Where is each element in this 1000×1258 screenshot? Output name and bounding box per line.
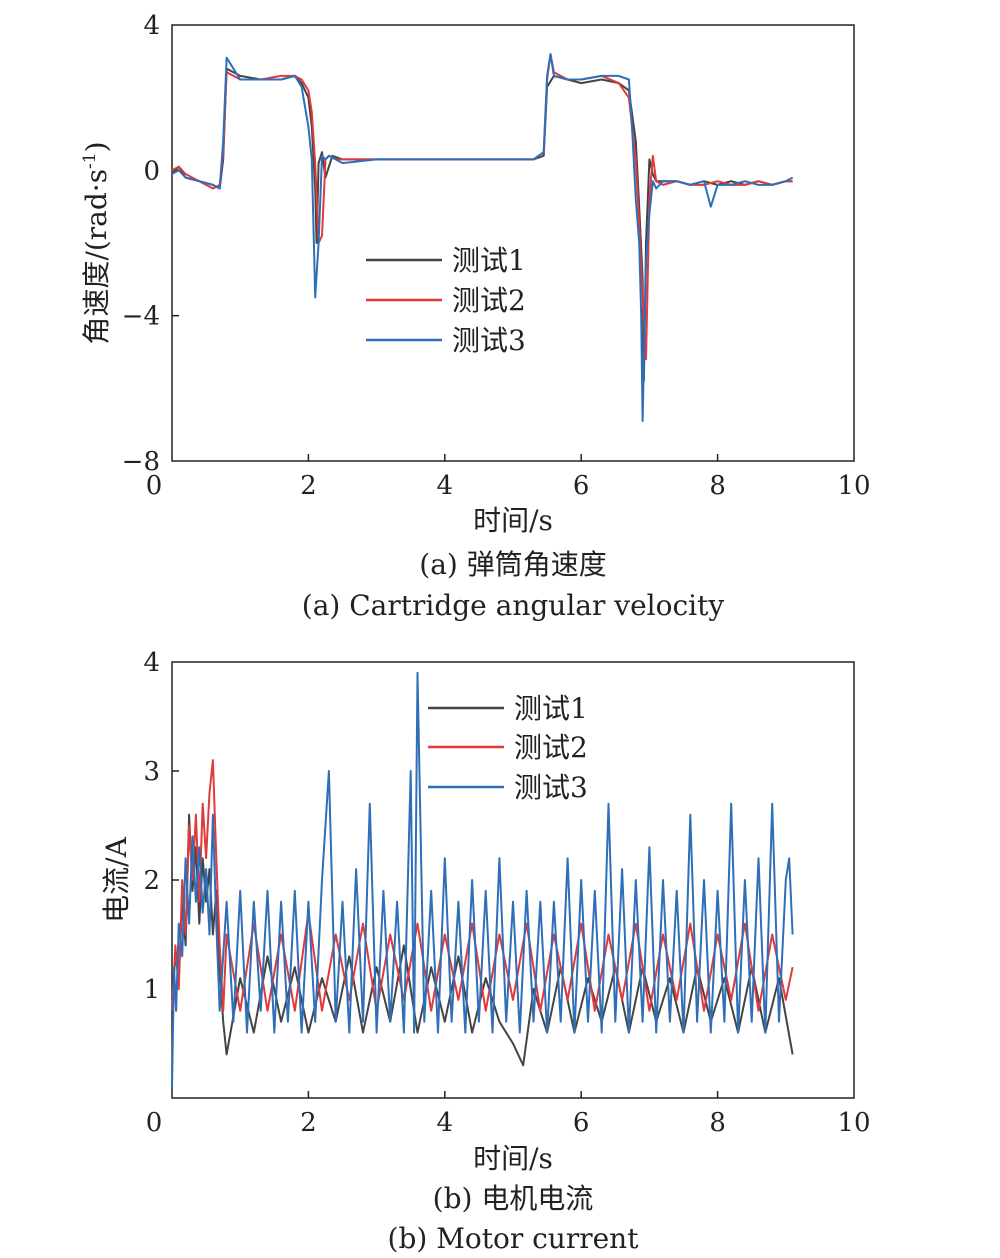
chart-a-xtick-label: 8	[709, 471, 726, 501]
chart-a-ytick-label: −8	[122, 447, 160, 477]
chart-a-xtick-label: 2	[300, 471, 317, 501]
chart-a-xtick-label: 4	[437, 471, 454, 501]
chart-b-ytick-label: 1	[143, 975, 160, 1005]
chart-b-xtick-label: 0	[146, 1108, 163, 1138]
chart-b-legend-label-1: 测试1	[514, 692, 588, 725]
chart-b-xtick-label: 4	[437, 1108, 454, 1138]
chart-b-caption-cn: (b) 电机电流	[433, 1182, 594, 1215]
chart-b-caption-en: (b) Motor current	[388, 1222, 640, 1255]
chart-b-legend-label-3: 测试3	[514, 771, 588, 804]
chart-b-xtick-label: 10	[837, 1108, 870, 1138]
chart-a-series-line-3	[171, 53, 794, 422]
chart-a-xtick-label: 0	[146, 471, 163, 501]
chart-b-xtick-label: 2	[300, 1108, 317, 1138]
chart-a-ytick-label: −4	[122, 302, 160, 332]
chart-a-legend-label-3: 测试3	[452, 324, 526, 357]
chart-a-ytick-label: 0	[143, 156, 160, 186]
chart-b-ytick-label: 2	[143, 866, 160, 896]
chart-a-legend: 测试1 测试2 测试3	[366, 244, 526, 357]
chart-a-ylabel-sup: -1	[80, 152, 100, 169]
chart-b-lines	[171, 671, 794, 1088]
chart-b-series-line-3	[171, 671, 794, 1088]
chart-a-ylabel: 角速度/(rad·s-1)	[80, 141, 113, 344]
chart-a-frame	[171, 24, 855, 462]
chart-a-lines	[171, 53, 794, 422]
chart-b-legend-label-2: 测试2	[514, 731, 588, 764]
chart-a-legend-label-1: 测试1	[452, 244, 526, 277]
chart-b-xlabel: 时间/s	[473, 1142, 553, 1175]
chart-a-ytick-label: 4	[143, 11, 160, 41]
chart-a-caption-cn: (a) 弹筒角速度	[419, 548, 606, 581]
chart-a-xtick-label: 10	[837, 471, 870, 501]
chart-a-caption-en: (a) Cartridge angular velocity	[302, 589, 725, 622]
chart-b-ylabel: 电流/A	[100, 836, 133, 922]
chart-b-legend: 测试1 测试2 测试3	[428, 692, 588, 804]
chart-a-xlabel: 时间/s	[473, 504, 553, 537]
chart-b-xtick-label: 6	[573, 1108, 590, 1138]
chart-a-ylabel-end: )	[80, 141, 113, 152]
chart-b-ytick-label: 4	[143, 648, 160, 678]
chart-a-ylabel-main: 角速度/(rad·s	[80, 169, 113, 345]
chart-a: 0 2 4 6 8 10 −8 −4 0 4 测试1 测试2 测试3 时间/s 角速度/(rad·…	[80, 11, 871, 622]
chart-a-legend-label-2: 测试2	[452, 284, 526, 317]
chart-b-ytick-label: 3	[143, 757, 160, 787]
chart-a-xtick-label: 6	[573, 471, 590, 501]
chart-b-xtick-label: 8	[709, 1108, 726, 1138]
